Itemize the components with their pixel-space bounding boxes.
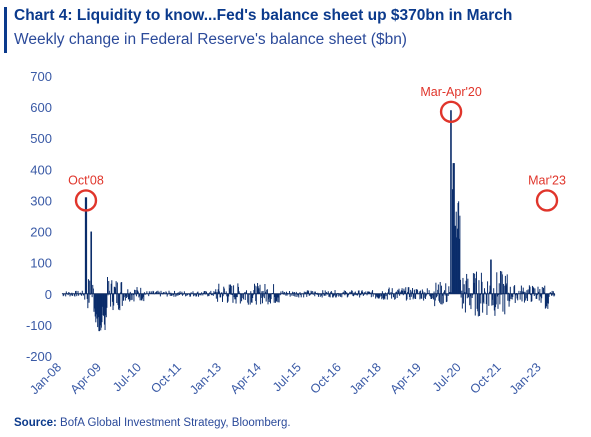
x-axis: Jan-08 Apr-09 Jul-10 Oct-11 Jan-13 Apr-14 Jul-… <box>27 360 544 397</box>
x-tick-label: Apr-09 <box>68 360 104 396</box>
bars-series <box>61 110 556 332</box>
x-tick-label: Jul-10 <box>110 360 144 394</box>
y-axis: -200 -100 0 100 200 300 400 500 600 700 <box>26 69 555 364</box>
annotation-label: Mar-Apr'20 <box>420 85 481 99</box>
chart-subtitle: Weekly change in Federal Reserve's balan… <box>14 31 407 48</box>
y-tick-label: 700 <box>30 69 52 84</box>
annotation-circle <box>74 189 98 212</box>
annotation-circle <box>439 100 463 123</box>
y-tick-label: 300 <box>30 193 52 208</box>
source-text: BofA Global Investment Strategy, Bloombe… <box>60 417 291 429</box>
x-tick-label: Oct-11 <box>148 360 184 396</box>
title-accent-bar <box>4 7 7 53</box>
x-tick-label: Jul-20 <box>430 360 464 394</box>
annotation-circle <box>535 189 559 212</box>
y-tick-label: 0 <box>45 287 52 302</box>
y-tick-label: 500 <box>30 131 52 146</box>
x-tick-label: Jan-08 <box>27 360 64 397</box>
x-tick-label: Jan-23 <box>507 360 544 397</box>
chart-title: Chart 4: Liquidity to know...Fed's balan… <box>14 7 513 24</box>
x-tick-label: Apr-14 <box>228 360 264 396</box>
x-tick-label: Jan-13 <box>187 360 224 397</box>
annotations: Oct'08 Mar-Apr'20 Mar'23 <box>68 85 566 212</box>
source-label: Source: <box>14 417 57 429</box>
y-tick-label: 100 <box>30 256 52 271</box>
x-tick-label: Apr-19 <box>387 360 423 396</box>
x-tick-label: Oct-21 <box>467 360 503 396</box>
x-tick-label: Jan-18 <box>347 360 384 397</box>
y-tick-label: 400 <box>30 162 52 177</box>
y-tick-label: 600 <box>30 100 52 115</box>
annotation-label: Oct'08 <box>68 173 104 187</box>
annotation-label: Mar'23 <box>528 173 566 187</box>
source-note: Source: BofA Global Investment Strategy,… <box>14 417 291 429</box>
y-tick-label: -200 <box>26 349 52 364</box>
x-tick-label: Oct-16 <box>308 360 344 396</box>
y-tick-label: -100 <box>26 318 52 333</box>
x-tick-label: Jul-15 <box>270 360 304 394</box>
y-tick-label: 200 <box>30 225 52 240</box>
